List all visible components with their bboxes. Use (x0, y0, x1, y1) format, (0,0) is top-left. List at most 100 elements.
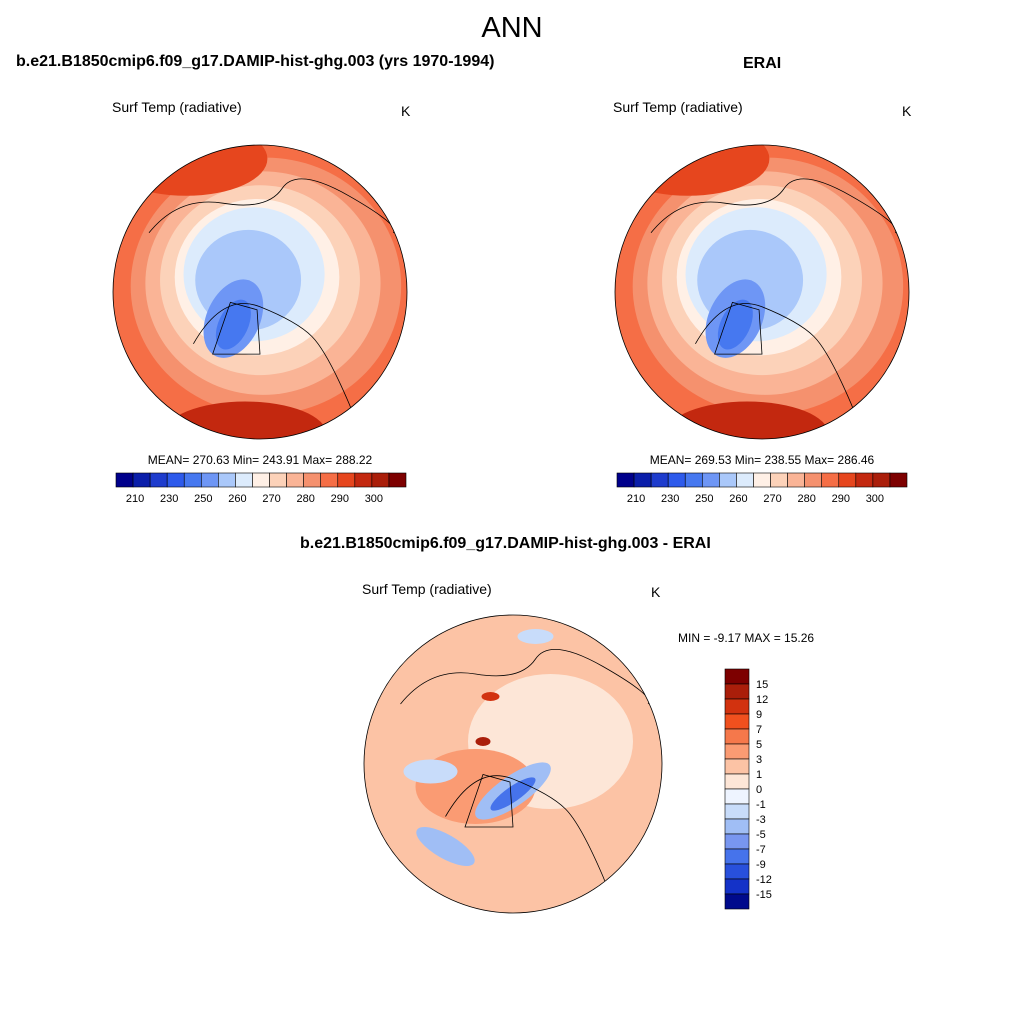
panel-3-colorbar-swatch (724, 698, 750, 715)
panel-1-colorbar-swatch (166, 472, 185, 488)
panel-2-colorbar-swatch (701, 472, 720, 488)
panel-1-colorbar-tick-label: 290 (331, 493, 349, 505)
panel-3-colorbar-swatch (724, 818, 750, 835)
panel-3-colorbar-tick-label: 7 (756, 724, 762, 736)
panel-1-title: b.e21.B1850cmip6.f09_g17.DAMIP-hist-ghg.… (16, 53, 495, 70)
panel-1-colorbar-tick-label: 280 (296, 493, 314, 505)
panel-3-colorbar-swatch (724, 728, 750, 745)
panel-2-colorbar-swatch (889, 472, 908, 488)
panel-3-colorbar-swatch (724, 758, 750, 775)
panel-3-stats: MIN = -9.17 MAX = 15.26 (678, 631, 815, 645)
panel-2-colorbar-swatch (804, 472, 823, 488)
panel-2-colorbar-swatch (616, 472, 635, 488)
panel-1-colorbar-swatch (218, 472, 236, 488)
panel-3-colorbar-tick-label: 3 (756, 754, 762, 766)
panel-3-colorbar-swatch (724, 743, 750, 760)
panel-3-colorbar-tick-label: 1 (756, 769, 762, 781)
panel-3-colorbar-tick-label: 5 (756, 739, 762, 751)
panel-3-colorbar-swatch (724, 683, 750, 700)
panel-2-colorbar-tick-label: 300 (866, 493, 884, 505)
panel-2-colorbar-tick-label: 280 (797, 493, 815, 505)
panel-3-colorbar-tick-label: -3 (756, 814, 766, 826)
panel-1-colorbar-tick-label: 230 (160, 493, 178, 505)
panel-3-variable-label: Surf Temp (radiative) (362, 581, 492, 597)
panel-2-colorbar-tick-label: 290 (832, 493, 850, 505)
panel-2-colorbar-swatch (787, 472, 805, 488)
panel-1-colorbar: 210 230 250 260 270 280 290 300 (115, 472, 407, 505)
panel-2-colorbar-swatch (753, 472, 771, 488)
panel-3-colorbar-swatch (724, 833, 750, 850)
panel-3-colorbar: 15 12 9 7 5 3 1 0 -1 -3 -5 -7 -9 -12 -15 (724, 668, 772, 910)
panel-3-colorbar-swatch (724, 863, 750, 880)
panel-2-title: ERAI (743, 55, 782, 72)
panel-1-colorbar-tick-label: 250 (194, 493, 212, 505)
panel-3-colorbar-tick-label: 12 (756, 694, 768, 706)
panel-1-colorbar-swatch (371, 472, 390, 488)
panel-3-colorbar-tick-label: -12 (756, 874, 772, 886)
panel-3-colorbar-swatch (724, 893, 750, 910)
panel-1-colorbar-swatch (320, 472, 339, 488)
panel-1-colorbar-swatch (354, 472, 373, 488)
panel-1-colorbar-swatch (115, 472, 134, 488)
panel-2-colorbar-swatch (650, 472, 669, 488)
panel-3-colorbar-tick-label: 15 (756, 679, 768, 691)
panel-1-colorbar-tick-label: 260 (228, 493, 246, 505)
panel-3-colorbar-swatch (724, 878, 750, 895)
panel-1-colorbar-swatch (235, 472, 253, 488)
panel-2-colorbar-swatch (838, 472, 857, 488)
panel-1-colorbar-swatch (149, 472, 168, 488)
panel-3-colorbar-tick-label: 0 (756, 784, 762, 796)
panel-2-colorbar-swatch (667, 472, 686, 488)
panel-2-colorbar-swatch (684, 472, 703, 488)
panel-1-colorbar-swatch (132, 472, 151, 488)
panel-2-colorbar: 210 230 250 260 270 280 290 300 (616, 472, 908, 505)
panel-1-stats: MEAN= 270.63 Min= 243.91 Max= 288.22 (147, 453, 373, 467)
panel-2-colorbar-swatch (821, 472, 840, 488)
panel-2-colorbar-swatch (855, 472, 874, 488)
panel-1-colorbar-swatch (337, 472, 356, 488)
panel-1-colorbar-swatch (252, 472, 270, 488)
panel-1-colorbar-swatch (183, 472, 202, 488)
panel-1-colorbar-swatch (388, 472, 407, 488)
panel-3-colorbar-tick-label: 9 (756, 709, 762, 721)
panel-2-variable-label: Surf Temp (radiative) (613, 99, 743, 115)
panel-1-colorbar-tick-label: 210 (126, 493, 144, 505)
panel-2-colorbar-swatch (770, 472, 788, 488)
panel-1-colorbar-swatch (200, 472, 219, 488)
panel-1-colorbar-tick-label: 300 (365, 493, 383, 505)
panel-1-colorbar-swatch (303, 472, 322, 488)
panel-2-colorbar-swatch (872, 472, 891, 488)
panel-2-units-label: K (902, 103, 912, 119)
panel-1-polar-map (112, 144, 408, 440)
panel-2-colorbar-tick-label: 250 (695, 493, 713, 505)
panel-3-colorbar-tick-label: -1 (756, 799, 766, 811)
panel-3-colorbar-tick-label: -5 (756, 829, 766, 841)
panel-1-colorbar-swatch (286, 472, 304, 488)
panel-3-colorbar-swatch (724, 713, 750, 730)
figure-title: ANN (481, 12, 543, 44)
panel-3-colorbar-swatch (724, 773, 750, 790)
panel-1-variable-label: Surf Temp (radiative) (112, 99, 242, 115)
panel-3-colorbar-tick-label: -7 (756, 844, 766, 856)
panel-3-colorbar-swatch (724, 803, 750, 820)
panel-3-colorbar-tick-label: -15 (756, 889, 772, 901)
panel-1-colorbar-swatch (269, 472, 287, 488)
panel-1-colorbar-tick-label: 270 (262, 493, 280, 505)
panel-2-colorbar-swatch (633, 472, 652, 488)
panel-2-stats: MEAN= 269.53 Min= 238.55 Max= 286.46 (649, 453, 875, 467)
panel-2-colorbar-tick-label: 210 (627, 493, 645, 505)
panel-2-polar-map (614, 144, 910, 440)
panel-2-colorbar-tick-label: 260 (729, 493, 747, 505)
panel-1-units-label: K (401, 103, 411, 119)
panel-3-units-label: K (651, 584, 661, 600)
panel-3-polar-map (363, 614, 663, 914)
panel-3-title: b.e21.B1850cmip6.f09_g17.DAMIP-hist-ghg.… (300, 535, 711, 552)
panel-3-colorbar-swatch (724, 668, 750, 685)
panel-3-colorbar-tick-label: -9 (756, 859, 766, 871)
panel-2-colorbar-tick-label: 230 (661, 493, 679, 505)
panel-3-colorbar-swatch (724, 848, 750, 865)
panel-2-colorbar-swatch (719, 472, 737, 488)
panel-2-colorbar-tick-label: 270 (763, 493, 781, 505)
panel-2-colorbar-swatch (736, 472, 754, 488)
panel-3-colorbar-swatch (724, 788, 750, 805)
